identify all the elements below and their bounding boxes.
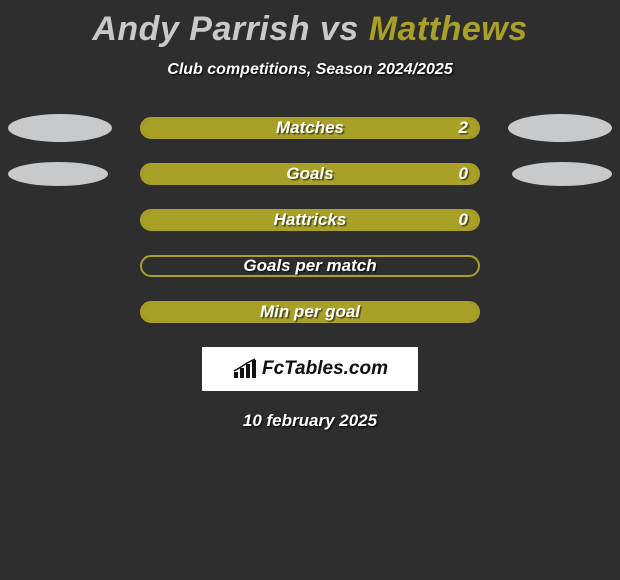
bar-label: Goals per match	[142, 256, 478, 276]
right-ellipse	[512, 162, 612, 186]
chart-icon	[232, 358, 258, 380]
subtitle: Club competitions, Season 2024/2025	[0, 61, 620, 79]
stats-rows: Matches2 Goals0 Hattricks0 Goals per match M…	[0, 117, 620, 323]
logo-text: FcTables.com	[262, 358, 388, 380]
logo-box: FcTables.com	[202, 347, 418, 391]
bar-track: Goals per match	[140, 255, 480, 277]
stat-row: Goals0	[0, 163, 620, 185]
right-ellipse	[508, 114, 612, 142]
bar-track: Min per goal	[140, 301, 480, 323]
bar-fill	[142, 211, 478, 229]
bar-fill	[142, 119, 478, 137]
stat-row: Min per goal	[0, 301, 620, 323]
stat-row: Goals per match	[0, 255, 620, 277]
date-label: 10 february 2025	[0, 411, 620, 431]
bar-track: Goals0	[140, 163, 480, 185]
title-vs: vs	[310, 10, 369, 48]
bar-fill	[142, 165, 478, 183]
title-player1: Andy Parrish	[92, 10, 310, 48]
stat-row: Hattricks0	[0, 209, 620, 231]
left-ellipse	[8, 162, 108, 186]
page-title: Andy Parrish vs Matthews	[0, 0, 620, 49]
bar-track: Hattricks0	[140, 209, 480, 231]
left-ellipse	[8, 114, 112, 142]
bar-track: Matches2	[140, 117, 480, 139]
title-player2: Matthews	[369, 10, 528, 48]
stat-row: Matches2	[0, 117, 620, 139]
bar-fill	[142, 303, 478, 321]
logo: FcTables.com	[232, 358, 388, 380]
